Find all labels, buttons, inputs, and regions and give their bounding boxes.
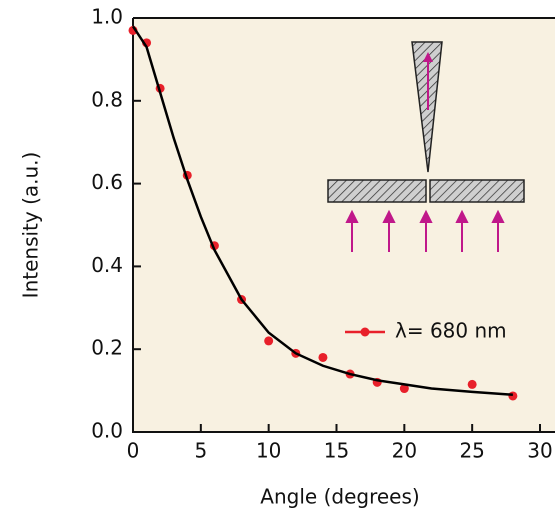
x-tick-label: 5 <box>194 439 207 463</box>
y-tick-label: 0.4 <box>91 253 123 277</box>
x-tick-label: 20 <box>392 439 417 463</box>
data-point <box>318 352 328 362</box>
y-tick-label: 0.2 <box>91 336 123 360</box>
y-tick-label: 0.8 <box>91 87 123 111</box>
y-tick-label: 0.6 <box>91 170 123 194</box>
legend-label: λ= 680 nm <box>395 319 507 343</box>
x-tick-label: 15 <box>324 439 349 463</box>
fit-curve <box>131 25 513 396</box>
data-point <box>399 384 409 394</box>
data-point <box>508 391 518 401</box>
legend-marker <box>360 327 370 337</box>
x-tick-label: 30 <box>527 439 552 463</box>
inset-diagram <box>327 41 525 252</box>
y-tick-label: 0.0 <box>91 419 123 443</box>
x-tick-label: 0 <box>127 439 140 463</box>
y-tick-label: 1.0 <box>91 5 123 29</box>
x-axis-label: Angle (degrees) <box>260 485 419 509</box>
data-point <box>467 379 477 389</box>
y-axis-label: Intensity (a.u.) <box>19 152 43 299</box>
x-tick-label: 25 <box>459 439 484 463</box>
plot-background <box>133 18 555 432</box>
data-point <box>264 336 274 346</box>
x-tick-label: 10 <box>256 439 281 463</box>
